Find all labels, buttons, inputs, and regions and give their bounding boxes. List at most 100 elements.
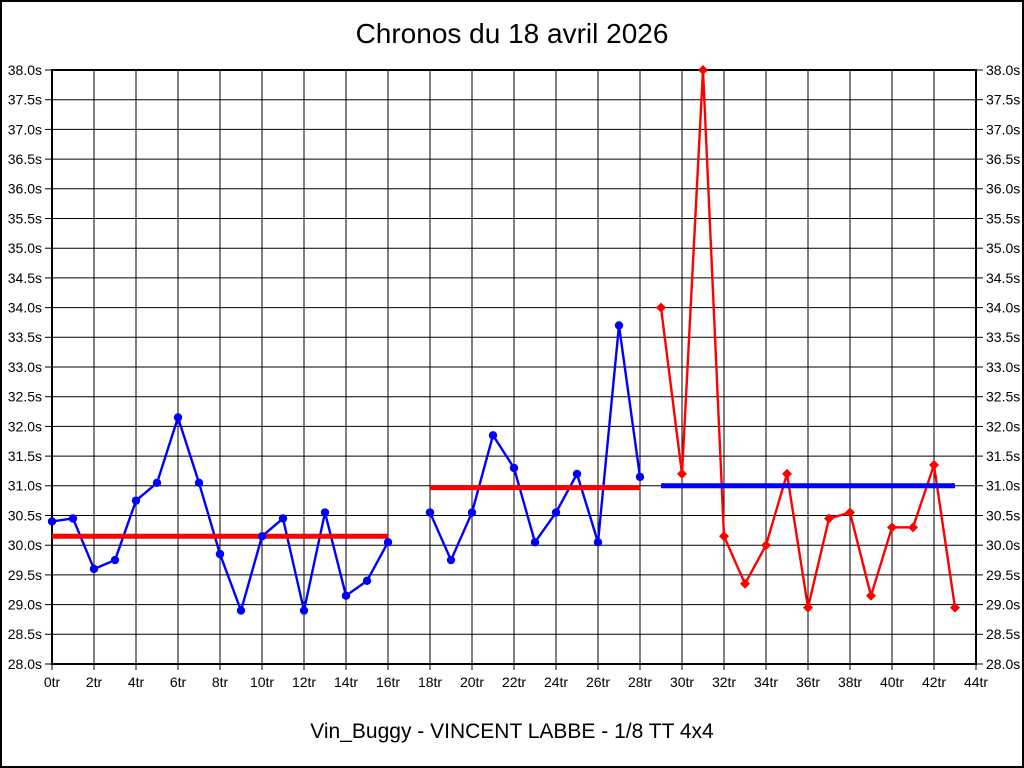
relais-1-chronos-point (89, 564, 99, 574)
x-axis-label: 6tr (170, 674, 187, 690)
y-axis-label-right: 28.5s (986, 626, 1020, 642)
y-axis-label-left: 35.0s (8, 240, 42, 256)
relais-1-chronos-point (215, 549, 225, 559)
relais-1-chronos-point (110, 555, 120, 565)
y-axis-label-left: 31.5s (8, 448, 42, 464)
x-axis-label: 18tr (418, 674, 442, 690)
y-axis-label-left: 33.5s (8, 329, 42, 345)
relais-3-chronos-point (845, 507, 855, 518)
relais-1-chronos-point (257, 532, 267, 541)
x-axis-label: 12tr (292, 674, 316, 690)
x-axis-label: 34tr (754, 674, 778, 690)
relais-3-chronos-point (677, 468, 687, 479)
y-axis-label-left: 33.0s (8, 359, 42, 375)
relais-3-chronos-point (887, 522, 897, 533)
relais-2-chronos-point (614, 321, 624, 330)
relais-1-chronos-point (383, 538, 393, 547)
x-axis-label: 38tr (838, 674, 862, 690)
x-axis-label: 32tr (712, 674, 736, 690)
relais-1-chronos-point (131, 496, 141, 505)
y-axis-label-right: 37.5s (986, 92, 1020, 108)
y-axis-label-left: 29.5s (8, 567, 42, 583)
y-axis-label-left: 30.0s (8, 537, 42, 553)
y-axis-label-right: 33.5s (986, 329, 1020, 345)
relais-1-chronos-point (299, 606, 309, 615)
relais-2-chronos-point (572, 469, 582, 479)
x-axis-label: 22tr (502, 674, 526, 690)
y-axis-label-right: 32.0s (986, 418, 1020, 434)
y-axis-label-left: 35.5s (8, 210, 42, 226)
relais-2-chronos-point (530, 538, 540, 547)
x-axis-label: 40tr (880, 674, 904, 690)
relais-2-chronos-point (509, 463, 519, 473)
relais-3-chronos-point (719, 531, 729, 542)
relais-2-chronos-point (467, 508, 477, 517)
y-axis-label-right: 38.0s (986, 62, 1020, 78)
x-axis-label: 14tr (334, 674, 358, 690)
relais-2-chronos-point (635, 472, 645, 482)
y-axis-label-left: 34.5s (8, 270, 42, 286)
y-axis-label-left: 36.0s (8, 181, 42, 197)
chart-subtitle: Vin_Buggy - VINCENT LABBE - 1/8 TT 4x4 (310, 720, 714, 743)
x-axis-label: 42tr (922, 674, 946, 690)
x-axis-label: 16tr (376, 674, 400, 690)
y-axis-label-right: 31.0s (986, 478, 1020, 494)
relais-3-chronos-point (950, 602, 960, 613)
relais-3-chronos-point (866, 590, 876, 601)
relais-2-chronos-line (428, 324, 642, 562)
y-axis-label-left: 32.5s (8, 389, 42, 405)
x-axis-label: 0tr (44, 674, 61, 690)
relais-1-chronos-point (362, 576, 372, 586)
x-axis-label: 30tr (670, 674, 694, 690)
y-axis-label-right: 30.5s (986, 507, 1020, 523)
y-axis-label-left: 37.0s (8, 121, 42, 137)
relais-1-chronos-point (278, 514, 288, 523)
chart-title: Chronos du 18 avril 2026 (355, 18, 669, 49)
y-axis-label-left: 29.0s (8, 597, 42, 613)
x-axis-label: 24tr (544, 674, 568, 690)
y-axis-label-left: 30.5s (8, 507, 42, 523)
relais-3-chronos-point (929, 460, 939, 471)
relais-1-chronos-point (194, 478, 204, 488)
y-axis-label-right: 37.0s (986, 121, 1020, 137)
y-axis-label-left: 34.0s (8, 300, 42, 316)
y-axis-label-right: 32.5s (986, 389, 1020, 405)
y-axis-label-right: 36.0s (986, 181, 1020, 197)
relais-3-chronos-point (656, 302, 666, 313)
y-axis-label-left: 31.0s (8, 478, 42, 494)
y-axis-label-right: 34.5s (986, 270, 1020, 286)
relais-1-chronos-point (320, 508, 330, 517)
y-axis-label-left: 32.0s (8, 418, 42, 434)
x-axis-label: 20tr (460, 674, 484, 690)
relais-3-chronos-point (761, 540, 771, 551)
relais-2-chronos-point (593, 538, 603, 547)
y-axis-label-left: 38.0s (8, 62, 42, 78)
relais-3-chronos-point (908, 522, 918, 533)
relais-3-chronos-point (698, 65, 708, 75)
y-axis-label-right: 30.0s (986, 537, 1020, 553)
x-axis-label: 26tr (586, 674, 610, 690)
y-axis-label-right: 31.5s (986, 448, 1020, 464)
relais-3-chronos-point (782, 468, 792, 479)
relais-1-chronos-point (68, 514, 78, 523)
y-axis-label-right: 29.0s (986, 597, 1020, 613)
relais-1-chronos-point (173, 413, 183, 422)
relais-1-chronos-point (152, 478, 162, 488)
y-axis-label-right: 36.5s (986, 151, 1020, 167)
relais-1-chronos-point (341, 591, 351, 600)
y-axis-label-right: 35.5s (986, 210, 1020, 226)
y-axis-label-left: 37.5s (8, 92, 42, 108)
y-axis-label-right: 33.0s (986, 359, 1020, 375)
relais-2-chronos-point (446, 555, 456, 565)
y-axis-label-left: 28.5s (8, 626, 42, 642)
x-axis-label: 10tr (250, 674, 274, 690)
x-axis-label: 8tr (212, 674, 229, 690)
relais-1-chronos-point (236, 606, 246, 615)
y-axis-label-right: 28.0s (986, 656, 1020, 672)
x-axis-label: 44tr (964, 674, 988, 690)
y-axis-label-left: 36.5s (8, 151, 42, 167)
x-axis-label: 4tr (128, 674, 145, 690)
relais-2-chronos-point (551, 508, 561, 517)
